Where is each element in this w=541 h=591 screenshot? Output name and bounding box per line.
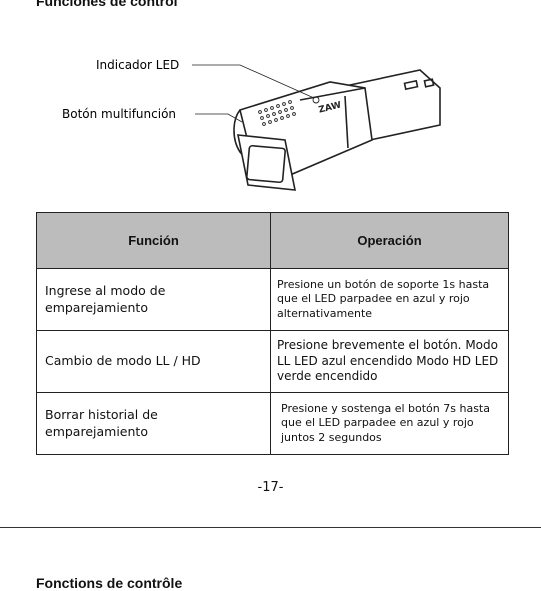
- table-cell: Presione brevemente el botón. Modo LL LE…: [270, 330, 509, 393]
- table-header: Función: [36, 212, 271, 269]
- table-cell: Borrar historial de emparejamiento: [36, 392, 271, 455]
- table-cell: Presione un botón de soporte 1s hasta qu…: [270, 268, 509, 331]
- section-title: Funciones de control: [36, 0, 178, 9]
- table-header: Operación: [270, 212, 509, 269]
- callout-label: Indicador LED: [96, 58, 179, 72]
- function-table: Función Operación Ingrese al modo de emp…: [36, 212, 509, 455]
- page-number: -17-: [257, 480, 284, 495]
- divider: [0, 527, 541, 528]
- table-cell: Ingrese al modo de emparejamiento: [36, 268, 271, 331]
- callout-label: Botón multifunción: [62, 107, 176, 121]
- table-cell: Cambio de modo LL / HD: [36, 330, 271, 393]
- section-title: Fonctions de contrôle: [36, 575, 183, 591]
- table-cell: Presione y sostenga el botón 7s hasta qu…: [270, 392, 509, 455]
- device-illustration: ZAW Indicador LED Botón multifunción: [62, 58, 441, 191]
